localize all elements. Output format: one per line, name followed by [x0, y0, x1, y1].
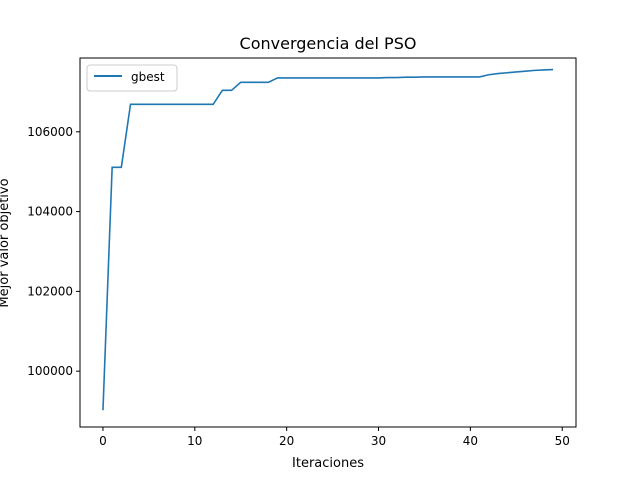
- legend: gbest: [86, 64, 178, 92]
- y-tick-label: 104000: [27, 205, 73, 219]
- x-tick-label: 10: [187, 434, 202, 448]
- x-tick-label: 30: [371, 434, 386, 448]
- x-axis-ticks: 0 10 20 30 40 50: [99, 427, 570, 448]
- x-tick-label: 40: [463, 434, 478, 448]
- x-tick-label: 20: [279, 434, 294, 448]
- x-tick-label: 0: [99, 434, 107, 448]
- y-tick-label: 100000: [27, 364, 73, 378]
- x-axis-label: Iteraciones: [292, 456, 364, 471]
- plot-area-frame: [79, 57, 577, 428]
- legend-box: [86, 64, 178, 92]
- y-axis-label: Mejor valor objetivo: [0, 178, 12, 307]
- x-tick-label: 50: [555, 434, 570, 448]
- y-axis-ticks: 100000 102000 104000 106000: [27, 125, 80, 378]
- chart-title: Convergencia del PSO: [240, 34, 417, 53]
- gbest-series-line: [102, 68, 554, 411]
- y-tick-label: 102000: [27, 284, 73, 298]
- legend-label-gbest: gbest: [131, 70, 165, 84]
- y-tick-label: 106000: [27, 125, 73, 139]
